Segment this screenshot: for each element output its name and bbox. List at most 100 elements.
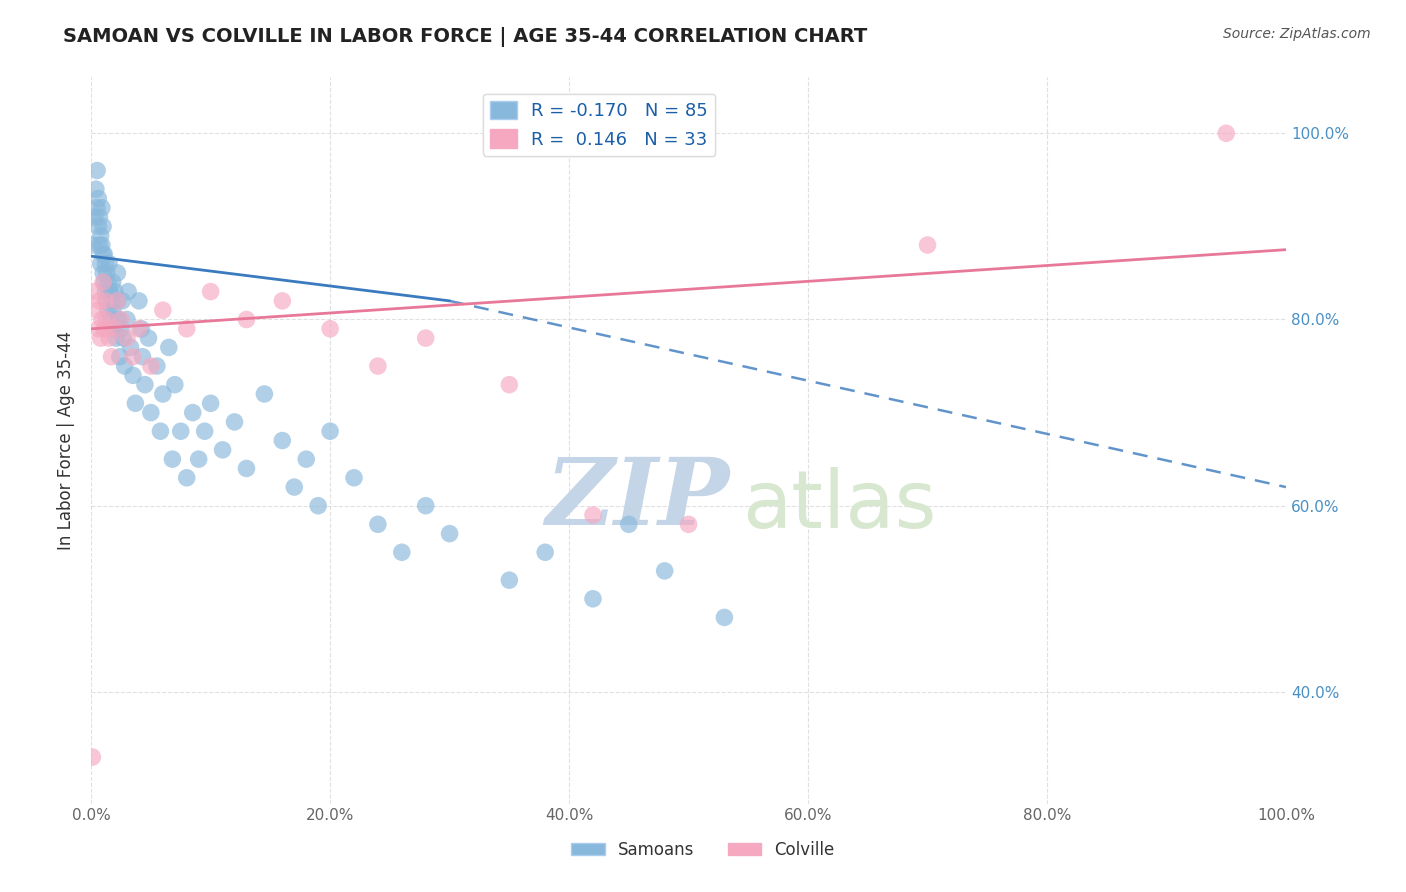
Point xyxy=(90,201,112,215)
Point xyxy=(122,368,145,383)
Point xyxy=(253,387,276,401)
Point xyxy=(90,228,112,243)
Point xyxy=(200,396,222,410)
Point xyxy=(108,350,131,364)
Point xyxy=(105,331,128,345)
Point xyxy=(534,545,557,559)
Y-axis label: In Labor Force | Age 35-44: In Labor Force | Age 35-44 xyxy=(58,331,75,550)
Point xyxy=(176,322,198,336)
Point xyxy=(307,499,329,513)
Point xyxy=(283,480,305,494)
Point xyxy=(98,257,121,271)
Point xyxy=(86,303,108,318)
Point xyxy=(439,526,461,541)
Point xyxy=(103,322,125,336)
Point xyxy=(96,266,118,280)
Point xyxy=(235,312,257,326)
Point xyxy=(224,415,246,429)
Point xyxy=(235,461,257,475)
Point xyxy=(391,545,413,559)
Point xyxy=(89,210,111,224)
Point xyxy=(415,499,437,513)
Point xyxy=(97,303,120,318)
Point xyxy=(90,331,112,345)
Point xyxy=(107,293,129,308)
Point xyxy=(87,219,110,234)
Point xyxy=(97,275,120,289)
Point xyxy=(93,247,115,261)
Point xyxy=(139,406,162,420)
Point xyxy=(654,564,676,578)
Point xyxy=(120,340,142,354)
Text: SAMOAN VS COLVILLE IN LABOR FORCE | AGE 35-44 CORRELATION CHART: SAMOAN VS COLVILLE IN LABOR FORCE | AGE … xyxy=(63,27,868,46)
Point xyxy=(107,312,129,326)
Point xyxy=(138,331,160,345)
Point xyxy=(91,219,114,234)
Point xyxy=(367,359,389,373)
Point xyxy=(101,275,124,289)
Point xyxy=(86,163,108,178)
Point xyxy=(617,517,640,532)
Legend: R = -0.170   N = 85, R =  0.146   N = 33: R = -0.170 N = 85, R = 0.146 N = 33 xyxy=(482,94,716,156)
Point xyxy=(114,359,136,373)
Point xyxy=(367,517,389,532)
Point xyxy=(128,322,150,336)
Point xyxy=(82,750,104,764)
Point xyxy=(319,322,342,336)
Point xyxy=(110,322,132,336)
Point xyxy=(117,285,139,299)
Point xyxy=(100,293,122,308)
Point xyxy=(90,312,112,326)
Point xyxy=(90,257,112,271)
Point xyxy=(131,350,153,364)
Point xyxy=(94,257,117,271)
Point xyxy=(498,377,520,392)
Point xyxy=(134,377,156,392)
Point xyxy=(582,591,605,606)
Point xyxy=(194,424,217,438)
Point xyxy=(124,396,146,410)
Point xyxy=(128,293,150,308)
Point xyxy=(115,331,138,345)
Point xyxy=(131,322,153,336)
Point xyxy=(98,331,121,345)
Point xyxy=(163,377,186,392)
Point xyxy=(149,424,172,438)
Point xyxy=(93,322,115,336)
Point xyxy=(162,452,184,467)
Point xyxy=(678,517,700,532)
Point xyxy=(89,238,111,252)
Point xyxy=(90,238,112,252)
Point xyxy=(96,312,118,326)
Text: ZIP: ZIP xyxy=(546,454,730,543)
Point xyxy=(271,293,294,308)
Point xyxy=(83,238,105,252)
Point xyxy=(110,312,132,326)
Point xyxy=(100,350,122,364)
Point xyxy=(94,285,117,299)
Point xyxy=(93,275,115,289)
Text: atlas: atlas xyxy=(742,467,936,545)
Point xyxy=(157,340,180,354)
Point xyxy=(111,293,134,308)
Point xyxy=(84,182,107,196)
Point xyxy=(122,350,145,364)
Point xyxy=(1215,126,1237,140)
Point xyxy=(94,293,117,308)
Point xyxy=(319,424,342,438)
Point xyxy=(713,610,735,624)
Point xyxy=(170,424,193,438)
Point xyxy=(498,573,520,587)
Point xyxy=(107,293,129,308)
Point xyxy=(146,359,169,373)
Point xyxy=(91,275,114,289)
Point xyxy=(87,191,110,205)
Point xyxy=(101,303,124,318)
Point xyxy=(107,266,129,280)
Point xyxy=(98,285,121,299)
Point xyxy=(91,247,114,261)
Point xyxy=(181,406,204,420)
Point xyxy=(89,293,111,308)
Point xyxy=(582,508,605,522)
Point xyxy=(103,322,125,336)
